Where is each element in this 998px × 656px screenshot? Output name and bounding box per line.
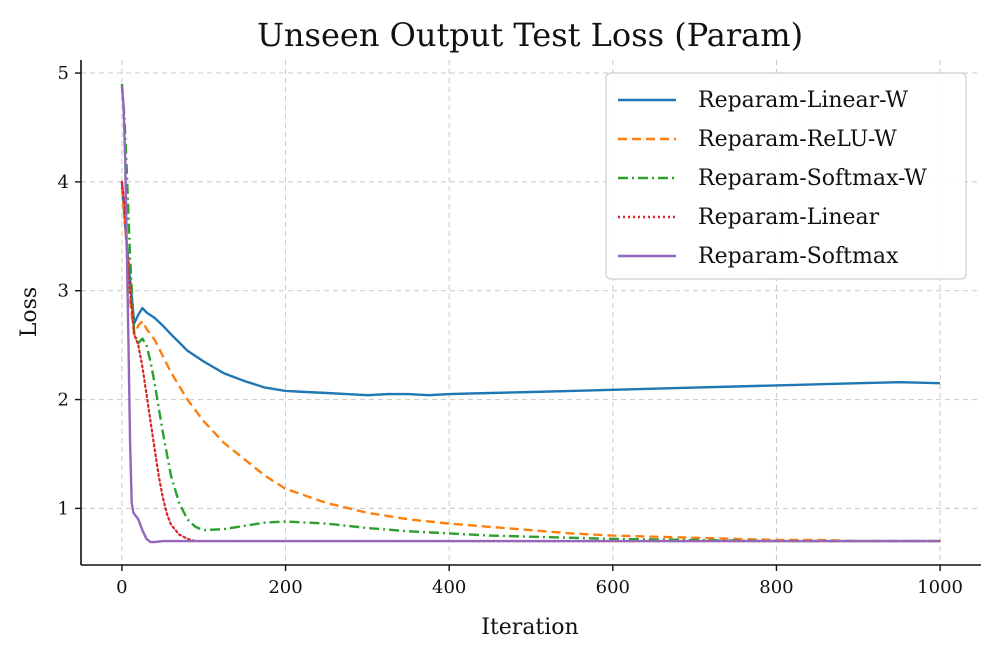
x-tick-label: 400: [432, 577, 466, 598]
x-tick-label: 800: [759, 577, 793, 598]
y-tick-label: 1: [58, 498, 69, 519]
y-tick-label: 5: [58, 63, 69, 84]
series-line-reparam-softmax: [120, 86, 941, 544]
y-tick-label: 4: [58, 172, 69, 193]
series-line-reparam-linear-w: [120, 181, 941, 397]
legend-label: Reparam-ReLU-W: [698, 127, 897, 152]
axes-layer: [80, 60, 981, 566]
ticks-layer: 0 200 400 600 800 1000 1 2 3 4 5: [58, 63, 963, 598]
series-layer: [120, 83, 942, 544]
x-axis-label: Iteration: [481, 615, 578, 640]
legend-box: [605, 72, 967, 280]
chart-title: Unseen Output Test Loss (Param): [257, 16, 803, 54]
legend-label: Reparam-Softmax: [698, 244, 899, 269]
y-tick-label: 3: [58, 281, 69, 302]
x-tick-label: 200: [268, 577, 302, 598]
legend-label: Reparam-Linear-W: [698, 88, 908, 113]
legend-label: Reparam-Linear: [698, 205, 880, 230]
y-axis-label: Loss: [17, 287, 42, 337]
x-tick-label: 0: [116, 577, 127, 598]
legend-label: Reparam-Softmax-W: [698, 166, 927, 191]
x-tick-label: 1000: [917, 577, 963, 598]
y-tick-label: 2: [58, 390, 69, 411]
series-line-reparam-relu-w: [120, 187, 941, 543]
x-tick-label: 600: [596, 577, 630, 598]
legend: Reparam-Linear-W Reparam-ReLU-W Reparam-So…: [605, 72, 967, 280]
